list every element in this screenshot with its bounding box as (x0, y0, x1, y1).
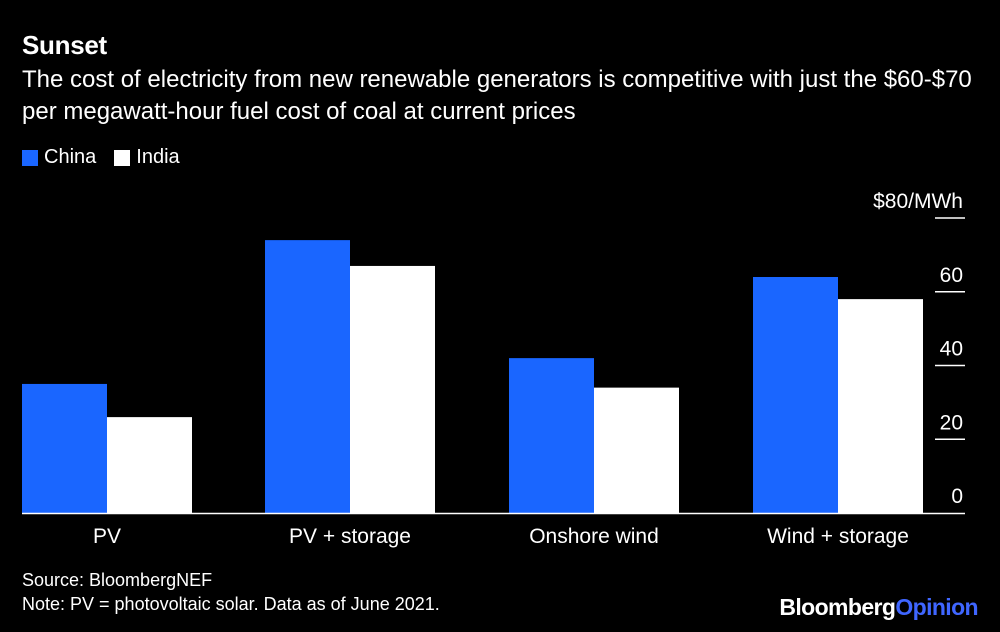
bar-india-2 (594, 387, 679, 513)
y-tick-label-4: 0 (951, 485, 963, 508)
bar-china-0 (22, 383, 107, 513)
legend-item-india: India (114, 146, 180, 169)
legend-swatch-china (22, 149, 38, 166)
x-tick-label-0: PV (93, 525, 121, 548)
data-note: Note: PV = photovoltaic solar. Data as o… (22, 594, 440, 614)
legend-label-china: China (44, 146, 97, 168)
y-tick-label-1: 60 (940, 264, 963, 287)
x-tick-label-2: Onshore wind (529, 525, 659, 548)
bar-china-2 (509, 358, 594, 513)
legend-label-india: India (136, 146, 180, 168)
legend-swatch-india (114, 149, 131, 166)
y-tick-label-3: 20 (940, 411, 963, 434)
footer: Source: BloombergNEF Note: PV = photovol… (22, 568, 440, 616)
chart-title: Sunset (22, 30, 107, 60)
brand-logo: BloombergOpinion (779, 594, 978, 621)
bar-india-3 (838, 299, 923, 513)
y-tick-label-2: 40 (940, 338, 963, 361)
y-tick-label-0: $80/MWh (873, 190, 963, 213)
brand-part-bloomberg: Bloomberg (779, 594, 896, 620)
bar-india-0 (107, 417, 192, 513)
x-tick-label-1: PV + storage (289, 525, 411, 548)
legend-item-china: China (22, 146, 96, 169)
x-tick-label-3: Wind + storage (767, 525, 909, 548)
bar-china-1 (265, 240, 350, 513)
brand-part-opinion: Opinion (895, 594, 978, 620)
chart-subtitle: The cost of electricity from new renewab… (22, 66, 972, 125)
legend: China India (22, 146, 198, 169)
bar-india-1 (350, 265, 435, 513)
source-note: Source: BloombergNEF (22, 570, 213, 590)
bar-china-3 (753, 277, 838, 513)
